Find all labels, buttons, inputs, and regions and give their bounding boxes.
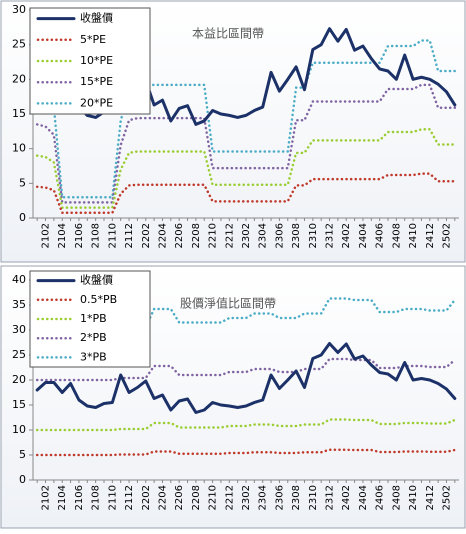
x-tick-label: 2204 [157, 485, 168, 510]
x-tick-label: 2106 [74, 223, 85, 248]
x-tick-label: 2104 [57, 223, 68, 248]
legend-label: 收盤價 [80, 11, 113, 25]
x-tick-label: 2402 [341, 223, 352, 248]
x-tick-label: 2306 [274, 223, 285, 248]
x-tick-label: 2308 [291, 485, 302, 510]
x-tick-label: 2408 [391, 485, 402, 510]
x-tick-label: 2412 [425, 223, 436, 248]
x-tick-label: 2212 [224, 485, 235, 510]
x-tick-label: 2102 [41, 223, 52, 248]
y-tick-label: 0 [19, 473, 26, 486]
x-tick-label: 2206 [174, 485, 185, 510]
x-tick-label: 2304 [258, 223, 269, 248]
x-tick-label: 2302 [241, 485, 252, 510]
x-tick-label: 2108 [91, 485, 102, 510]
legend-label: 15*PE [80, 75, 113, 88]
x-tick-label: 2312 [325, 485, 336, 510]
legend-box [29, 7, 151, 115]
x-tick-label: 2310 [308, 485, 319, 510]
x-tick-label: 2404 [358, 223, 369, 248]
x-tick-label: 2302 [241, 223, 252, 248]
x-tick-label: 2202 [141, 223, 152, 248]
x-tick-label: 2208 [191, 485, 202, 510]
x-tick-label: 2502 [441, 485, 452, 510]
x-tick-label: 2310 [308, 223, 319, 248]
x-tick-label: 2212 [224, 223, 235, 248]
x-tick-label: 2402 [341, 485, 352, 510]
legend-label: 2*PB [80, 331, 107, 344]
x-tick-label: 2108 [91, 223, 102, 248]
x-tick-label: 2410 [408, 485, 419, 510]
x-tick-label: 2110 [107, 223, 118, 248]
y-tick-label: 0 [19, 211, 26, 224]
legend-label: 20*PE [80, 96, 113, 109]
x-tick-label: 2406 [375, 485, 386, 510]
x-tick-label: 2102 [41, 485, 52, 510]
series-line [35, 342, 457, 414]
x-tick-label: 2410 [408, 223, 419, 248]
x-tick-label: 2412 [425, 485, 436, 510]
series-line [35, 357, 457, 382]
y-tick-label: 20 [12, 72, 26, 85]
x-tick-label: 2210 [208, 485, 219, 510]
legend-label: 0.5*PB [80, 293, 117, 306]
legend-label: 收盤價 [80, 273, 113, 287]
x-tick-label: 2112 [124, 223, 135, 248]
x-tick-label: 2206 [174, 223, 185, 248]
legend-label: 1*PB [80, 312, 107, 325]
x-tick-label: 2404 [358, 485, 369, 510]
y-tick-label: 10 [12, 142, 26, 155]
legend-box [29, 270, 151, 368]
y-tick-label: 10 [12, 423, 26, 436]
series-line [35, 448, 457, 457]
y-tick-label: 35 [12, 298, 26, 311]
chart-title: 股價淨值比區間帶 [180, 296, 276, 311]
x-tick-label: 2312 [325, 223, 336, 248]
x-tick-label: 2112 [124, 485, 135, 510]
y-tick-label: 30 [12, 3, 26, 16]
x-tick-label: 2204 [157, 223, 168, 248]
x-tick-label: 2210 [208, 223, 219, 248]
series-line [35, 39, 457, 199]
x-tick-label: 2406 [375, 223, 386, 248]
x-tick-label: 2104 [57, 485, 68, 510]
x-tick-label: 2304 [258, 485, 269, 510]
x-tick-label: 2502 [441, 223, 452, 248]
y-tick-label: 25 [12, 38, 26, 51]
legend-label: 5*PE [80, 33, 106, 46]
y-tick-label: 15 [12, 398, 26, 411]
x-tick-label: 2208 [191, 223, 202, 248]
x-tick-label: 2106 [74, 485, 85, 510]
series-line [35, 83, 457, 204]
legend-label: 10*PE [80, 54, 113, 67]
x-tick-label: 2202 [141, 485, 152, 510]
y-tick-label: 5 [19, 448, 26, 461]
y-tick-label: 30 [12, 323, 26, 336]
y-tick-label: 20 [12, 373, 26, 386]
x-tick-label: 2308 [291, 223, 302, 248]
x-tick-label: 2110 [107, 485, 118, 510]
y-tick-label: 5 [19, 176, 26, 189]
y-tick-label: 25 [12, 348, 26, 361]
series-line [35, 418, 457, 432]
y-tick-label: 40 [12, 273, 26, 286]
x-tick-label: 2408 [391, 223, 402, 248]
series-line [35, 128, 457, 209]
chart-title: 本益比區間帶 [192, 27, 264, 41]
legend-label: 3*PB [80, 350, 107, 363]
x-tick-label: 2306 [274, 485, 285, 510]
y-tick-label: 15 [12, 107, 26, 120]
